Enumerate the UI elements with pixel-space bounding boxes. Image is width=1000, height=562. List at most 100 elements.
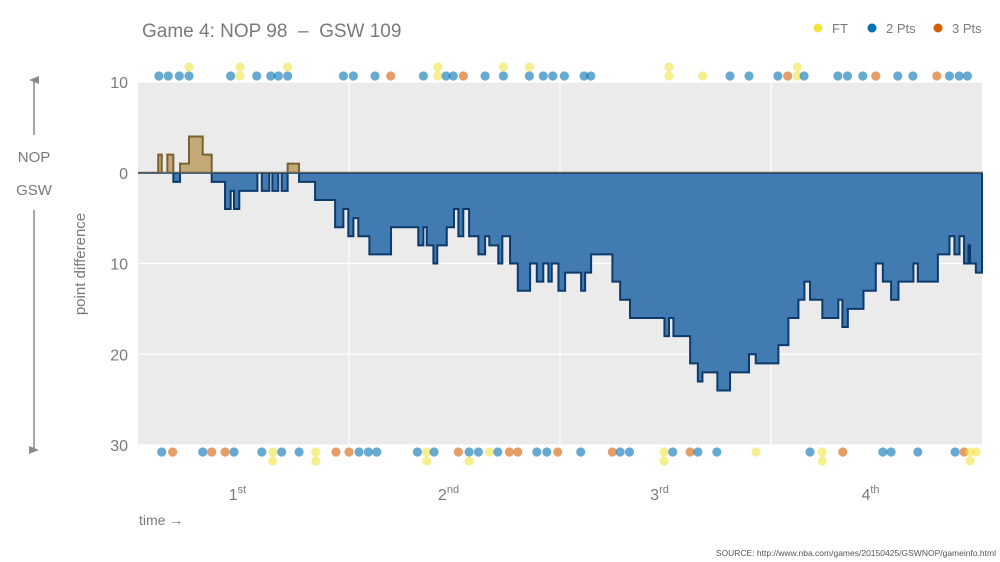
y-tick-label: 30 xyxy=(110,438,128,455)
y-tick-label: 10 xyxy=(110,75,128,92)
gsw-score-dot-ft xyxy=(817,447,827,457)
gsw-lead-area xyxy=(138,172,983,392)
nop-score-dot-ft xyxy=(524,62,535,72)
gsw-score-dot-2pt xyxy=(950,447,960,457)
y-axis-label: point difference xyxy=(72,213,89,315)
nop-score-dot-2pt xyxy=(586,71,596,81)
nop-score-dot-2pt xyxy=(954,71,964,81)
quarter-label: 1st xyxy=(229,484,246,504)
nop-score-dot-2pt xyxy=(480,71,490,81)
gsw-score-dot-2pt xyxy=(542,447,552,457)
nop-score-dot-ft xyxy=(433,71,443,81)
nop-score-dot-2pt xyxy=(448,71,458,81)
gsw-score-dot-2pt xyxy=(693,447,703,457)
gsw-score-dot-2pt xyxy=(294,447,304,457)
gsw-score-dot-3pt xyxy=(504,447,514,457)
legend-label: FT xyxy=(832,21,848,36)
nop-score-dot-ft xyxy=(235,71,245,81)
legend: FT 2 Pts 3 Pts xyxy=(813,21,982,36)
nop-score-dot-2pt xyxy=(370,71,380,81)
gsw-score-dot-ft xyxy=(311,456,321,466)
gsw-score-dot-2pt xyxy=(277,447,287,457)
nop-score-dot-2pt xyxy=(773,71,783,81)
nop-score-dot-2pt xyxy=(348,71,358,81)
nop-score-dot-2pt xyxy=(283,71,293,81)
gsw-score-dot-2pt xyxy=(372,447,382,457)
nop-score-dot-2pt xyxy=(893,71,903,81)
gsw-score-dot-3pt xyxy=(685,447,695,457)
gsw-score-dot-ft xyxy=(659,456,669,466)
legend-marker-icon xyxy=(813,23,823,33)
nop-score-dot-ft xyxy=(792,62,802,72)
nop-score-dot-2pt xyxy=(184,71,194,81)
source-note: SOURCE: http://www.nba.com/games/2015042… xyxy=(716,548,996,558)
gsw-score-dot-2pt xyxy=(576,447,586,457)
quarter-labels: 1st 2nd 3rd 4th xyxy=(229,484,880,504)
gsw-score-dot-2pt xyxy=(354,447,364,457)
nop-score-dot-2pt xyxy=(725,71,735,81)
nop-score-dot-2pt xyxy=(266,71,276,81)
gsw-score-dot-2pt xyxy=(615,447,625,457)
legend-marker-icon xyxy=(933,23,943,33)
nop-score-dot-3pt xyxy=(386,71,396,81)
gsw-score-dot-2pt xyxy=(429,447,439,457)
gsw-score-dot-3pt xyxy=(553,447,563,457)
gsw-score-dot-3pt xyxy=(513,447,523,457)
gsw-score-dot-2pt xyxy=(712,447,722,457)
gsw-score-dot-3pt xyxy=(838,447,848,457)
nop-score-dot-ft xyxy=(664,62,674,72)
scoring-dots xyxy=(154,62,981,466)
gsw-score-dot-2pt xyxy=(412,447,422,457)
gsw-score-dot-3pt xyxy=(207,447,217,457)
quarter-label: 4th xyxy=(861,484,879,504)
y-axis-ticks: 10 0 10 20 30 xyxy=(110,75,128,455)
nop-score-dot-2pt xyxy=(744,71,754,81)
nop-score-dot-ft xyxy=(498,62,508,72)
nop-score-dot-2pt xyxy=(252,71,262,81)
gsw-score-dot-ft xyxy=(484,447,494,457)
nop-score-dot-2pt xyxy=(559,71,569,81)
nop-score-dot-ft xyxy=(664,71,674,81)
nop-score-dot-3pt xyxy=(783,71,793,81)
nop-score-dot-2pt xyxy=(833,71,843,81)
nop-score-dot-ft xyxy=(433,62,443,72)
quarter-label: 2nd xyxy=(438,484,459,504)
nop-score-dot-ft xyxy=(283,62,293,72)
gsw-score-dot-2pt xyxy=(257,447,267,457)
gsw-score-dot-2pt xyxy=(464,447,474,457)
nop-score-dot-2pt xyxy=(418,71,428,81)
nop-score-dot-2pt xyxy=(154,71,164,81)
nop-score-dot-2pt xyxy=(548,71,558,81)
y-tick-label: 0 xyxy=(119,166,128,183)
gsw-score-dot-2pt xyxy=(624,447,635,457)
nop-score-dot-2pt xyxy=(579,71,589,81)
nop-score-dot-2pt xyxy=(338,71,348,81)
legend-label: 3 Pts xyxy=(952,21,982,36)
gsw-score-dot-ft xyxy=(817,456,827,466)
gsw-score-dot-3pt xyxy=(607,447,617,457)
nop-score-dot-ft xyxy=(792,71,802,81)
nop-score-dot-2pt xyxy=(441,71,451,81)
gsw-score-dot-2pt xyxy=(532,447,542,457)
gsw-score-dot-ft xyxy=(268,447,278,457)
gsw-score-dot-2pt xyxy=(363,447,373,457)
nop-score-dot-2pt xyxy=(858,71,868,81)
nop-score-dot-2pt xyxy=(174,71,184,81)
gsw-score-dot-ft xyxy=(751,447,761,457)
gsw-score-dot-3pt xyxy=(331,447,341,457)
gsw-score-dot-2pt xyxy=(805,447,815,457)
nop-score-dot-ft xyxy=(184,62,194,72)
margin-areas xyxy=(138,135,983,392)
gsw-score-dot-3pt xyxy=(453,447,463,457)
gsw-score-dot-3pt xyxy=(168,447,178,457)
gsw-score-dot-ft xyxy=(659,447,669,457)
gsw-score-dot-ft xyxy=(422,456,432,466)
gsw-score-dot-2pt xyxy=(668,447,678,457)
nop-score-dot-2pt xyxy=(842,71,853,81)
gsw-score-dot-ft xyxy=(464,456,474,466)
nop-score-dot-2pt xyxy=(273,71,283,81)
gsw-score-dot-2pt xyxy=(198,447,208,457)
nop-score-dot-3pt xyxy=(458,71,468,81)
nop-score-dot-2pt xyxy=(163,71,173,81)
